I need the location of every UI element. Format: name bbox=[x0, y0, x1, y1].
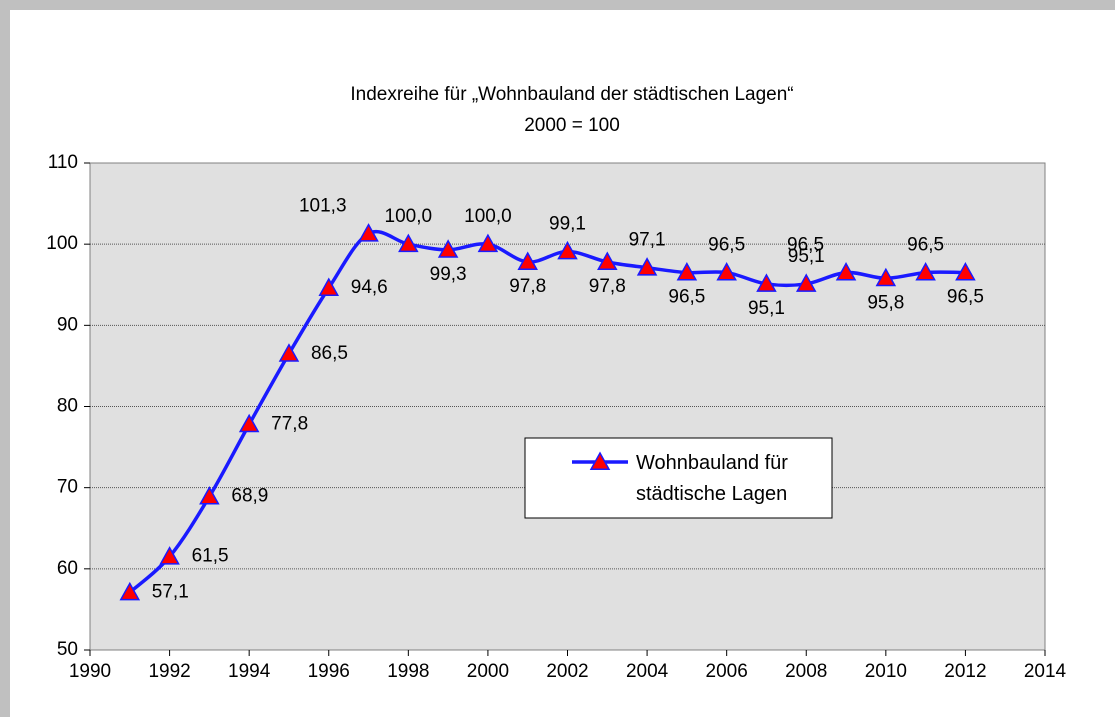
marker bbox=[398, 233, 419, 253]
marker bbox=[119, 581, 141, 601]
data-label: 96,5 bbox=[668, 287, 705, 308]
legend-label: Wohnbauland für städtische Lagen bbox=[636, 452, 788, 505]
chart-title: Indexreihe für „Wohnbauland der städtisc… bbox=[350, 84, 793, 105]
marker bbox=[597, 251, 618, 270]
data-label: 96,5 bbox=[907, 235, 944, 256]
x-tick-label: 1990 bbox=[69, 661, 111, 682]
data-label: 57,1 bbox=[152, 581, 189, 602]
frame-top bbox=[0, 0, 1115, 10]
marker bbox=[358, 223, 379, 242]
plot-area bbox=[89, 162, 1046, 651]
y-tick-label: 110 bbox=[48, 152, 78, 173]
y-tick-label: 60 bbox=[57, 558, 78, 579]
data-label: 99,1 bbox=[549, 213, 586, 234]
x-tick-label: 2014 bbox=[1024, 661, 1067, 682]
marker bbox=[676, 262, 698, 281]
data-label: 95,1 bbox=[788, 246, 825, 267]
x-tick-label: 2008 bbox=[785, 661, 827, 682]
marker bbox=[795, 273, 817, 292]
x-tick-label: 2012 bbox=[944, 661, 986, 682]
marker bbox=[716, 262, 737, 281]
data-label: 94,6 bbox=[351, 277, 388, 298]
data-label: 101,3 bbox=[299, 196, 347, 217]
data-label: 96,5 bbox=[787, 235, 824, 256]
marker bbox=[318, 277, 340, 296]
data-label: 86,5 bbox=[311, 343, 348, 364]
data-label: 96,5 bbox=[708, 235, 745, 256]
marker bbox=[278, 343, 300, 362]
data-label: 77,8 bbox=[271, 413, 308, 434]
marker bbox=[437, 239, 459, 258]
x-tick-label: 1998 bbox=[387, 661, 429, 682]
x-tick-label: 2010 bbox=[865, 661, 907, 682]
data-label: 99,3 bbox=[430, 264, 467, 285]
data-label: 95,8 bbox=[867, 292, 904, 313]
x-tick-label: 2000 bbox=[467, 661, 509, 682]
data-label: 97,8 bbox=[589, 276, 626, 297]
data-label: 95,1 bbox=[748, 298, 785, 319]
marker bbox=[238, 413, 260, 433]
marker bbox=[955, 262, 976, 281]
chart-subtitle: 2000 = 100 bbox=[524, 115, 620, 136]
data-label: 97,8 bbox=[509, 276, 546, 297]
marker bbox=[517, 251, 538, 270]
data-label: 61,5 bbox=[192, 546, 229, 567]
marker bbox=[835, 262, 857, 281]
data-label: 68,9 bbox=[231, 486, 268, 507]
marker bbox=[756, 273, 777, 292]
y-tick-label: 100 bbox=[46, 233, 78, 254]
legend-marker bbox=[589, 451, 611, 470]
x-tick-label: 2004 bbox=[626, 661, 669, 682]
y-tick-label: 80 bbox=[57, 396, 78, 417]
x-tick-label: 1994 bbox=[228, 661, 271, 682]
marker bbox=[557, 240, 578, 260]
data-label: 100,0 bbox=[464, 206, 512, 227]
y-tick-label: 70 bbox=[57, 477, 78, 498]
data-label: 100,0 bbox=[385, 206, 433, 227]
marker bbox=[159, 546, 180, 565]
y-tick-label: 90 bbox=[57, 314, 78, 335]
marker bbox=[477, 233, 499, 253]
marker bbox=[636, 257, 658, 276]
legend-box bbox=[524, 437, 833, 519]
y-tick-label: 50 bbox=[57, 639, 78, 660]
marker bbox=[199, 486, 220, 505]
x-tick-label: 1992 bbox=[148, 661, 190, 682]
frame-left bbox=[0, 0, 10, 717]
data-label: 96,5 bbox=[947, 287, 984, 308]
data-label: 97,1 bbox=[629, 230, 666, 251]
x-tick-label: 2002 bbox=[546, 661, 588, 682]
marker bbox=[915, 262, 936, 281]
x-tick-label: 2006 bbox=[706, 661, 748, 682]
marker bbox=[875, 267, 897, 287]
x-tick-label: 1996 bbox=[308, 661, 350, 682]
